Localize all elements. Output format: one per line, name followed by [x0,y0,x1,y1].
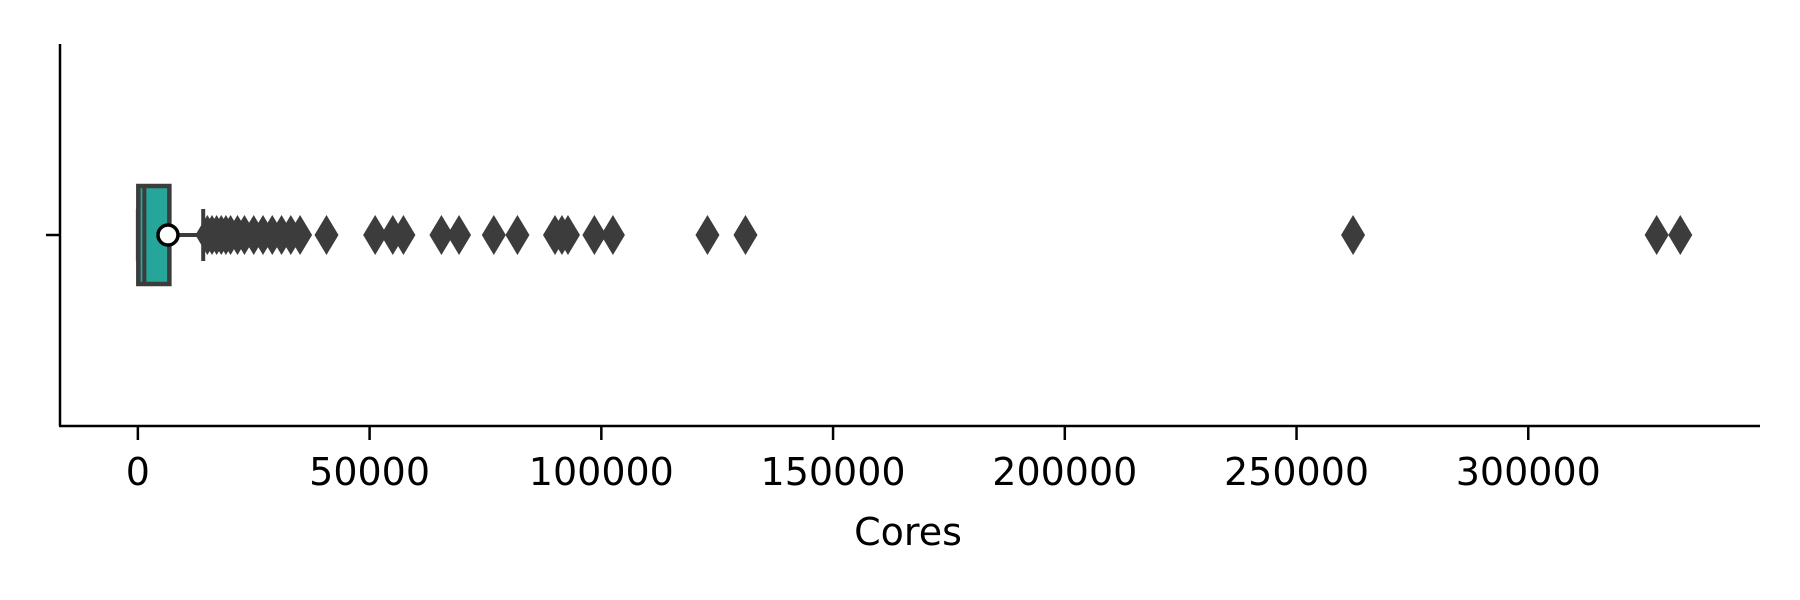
outlier-point [288,215,313,255]
x-tick-label: 300000 [1456,450,1601,494]
x-tick-label: 0 [126,450,150,494]
outlier-point [1644,215,1669,255]
outlier-point [600,215,625,255]
outlier-point [695,215,720,255]
outlier-point [363,215,388,255]
outlier-point [1668,215,1693,255]
outlier-point [733,215,758,255]
x-tick-label: 100000 [529,450,674,494]
mean-marker-group [156,223,180,247]
x-tick-label: 150000 [761,450,906,494]
outlier-point [447,215,472,255]
outlier-point [429,215,454,255]
axes [46,44,1760,428]
x-tick-label: 200000 [992,450,1137,494]
outlier-point [505,215,530,255]
x-tick-label: 250000 [1224,450,1369,494]
outliers [195,215,1693,255]
x-axis-ticks: 0 50000 100000 150000 200000 250000 300000 [126,426,1601,494]
outlier-point [555,215,580,255]
outlier-point [391,215,416,255]
outlier-point [1341,215,1366,255]
mean-marker [156,223,180,247]
x-tick-label: 50000 [309,450,430,494]
x-axis-title: Cores [854,510,962,554]
outlier-point [314,215,339,255]
outlier-point [481,215,506,255]
outlier-point [582,215,607,255]
